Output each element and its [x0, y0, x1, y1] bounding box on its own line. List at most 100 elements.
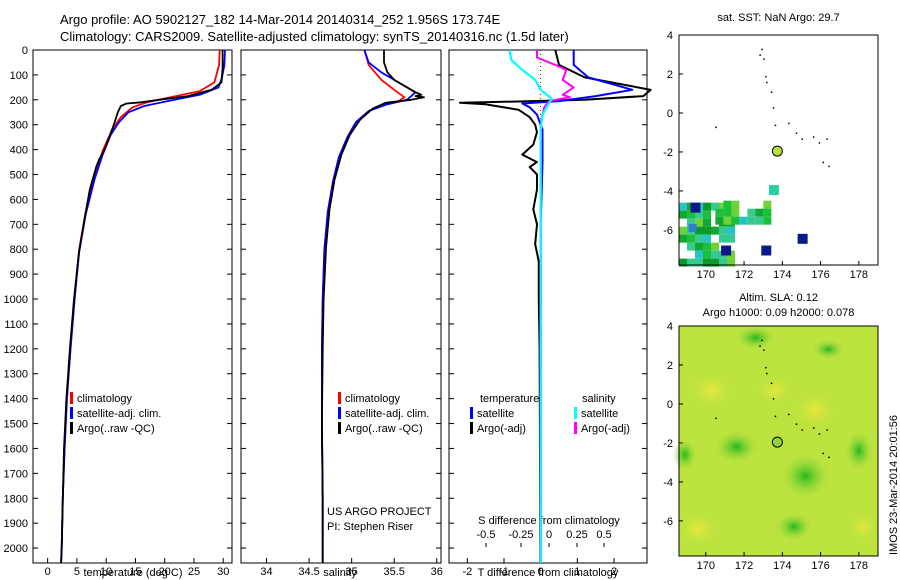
y-tick-label: 1500	[4, 419, 28, 431]
x-tick-label: 178	[850, 269, 868, 281]
temperature-legend: climatology satellite-adj. clim. Argo(..ra…	[70, 392, 161, 435]
sst-pixel	[763, 216, 772, 225]
island-dot	[766, 81, 768, 84]
sla-low-patch	[735, 325, 776, 350]
sst-pixel-dark	[690, 202, 701, 213]
top-axis-label: S difference from climatology	[478, 515, 620, 527]
x-tick-label: 2	[611, 566, 617, 578]
sst-pixel	[731, 208, 740, 217]
sst-pixel	[703, 210, 711, 219]
sst-pixel	[755, 216, 764, 225]
island-dot	[765, 366, 767, 369]
sst-pixel	[711, 202, 719, 211]
island-dot	[822, 452, 825, 455]
sst-pixel	[739, 216, 748, 225]
island-dot	[715, 126, 717, 129]
x-tick-label: 174	[773, 560, 791, 572]
sst-pixel	[723, 200, 732, 209]
header-line-2: Climatology: CARS2009. Satellite-adjuste…	[60, 29, 569, 44]
y-tick-label: 1300	[4, 369, 28, 381]
credit-text: US ARGO PROJECT	[327, 506, 432, 518]
series-s_satellite	[508, 49, 553, 563]
sla-map: Altim. SLA: 0.12 Argo h1000: 0.09 h2000: …	[663, 292, 879, 572]
y-tick-label: 0	[22, 45, 28, 57]
sla-low-patch	[781, 454, 830, 499]
profile-panel-3: -2 -1 0 1 2 -0.5 -0.25 0 0.25 0.5 S difference fro…	[448, 49, 652, 579]
sla-high-patch	[794, 391, 835, 428]
sst-pixel	[679, 226, 687, 235]
sla-low-patch	[714, 430, 759, 463]
island-dot	[770, 91, 773, 94]
sst-pixel	[688, 224, 697, 233]
y-tick-label: 100	[10, 70, 28, 82]
island-dot	[763, 58, 765, 60]
y-tick-label: 4	[667, 321, 673, 333]
sst-pixel	[703, 202, 711, 211]
legend-label: satellite	[581, 408, 618, 420]
island-dot	[788, 122, 790, 125]
y-tick-label: 900	[10, 269, 28, 281]
island-dot	[766, 372, 768, 375]
y-tick-label: -2	[663, 147, 673, 159]
sst-pixel	[695, 242, 703, 251]
x-tick-label: 35.5	[383, 566, 404, 578]
argo-float-marker	[771, 436, 783, 448]
x-tick-label: -1	[499, 566, 509, 578]
sst-pixel	[727, 258, 735, 267]
sst-pixel	[687, 234, 695, 243]
island-dot	[795, 132, 798, 134]
island-dot	[772, 107, 775, 109]
island-dot	[761, 48, 763, 51]
sst-pixel-dark	[761, 245, 772, 256]
difference-legend: temperature salinity satellite satellite Arg…	[470, 393, 630, 435]
sst-pixel	[703, 242, 711, 251]
map-title-line1: Altim. SLA: 0.12	[739, 292, 818, 304]
island-dot	[812, 136, 815, 138]
sst-pixel	[679, 234, 687, 243]
sst-pixel	[703, 258, 711, 267]
sst-pixel	[763, 200, 772, 209]
sst-pixel	[695, 226, 703, 235]
sst-pixel	[687, 242, 695, 251]
map-frame	[678, 34, 879, 266]
legend-swatch	[574, 422, 577, 434]
sst-pixel-dark	[797, 233, 808, 244]
sst-pixel	[679, 210, 687, 219]
imos-timestamp: IMOS 23-Mar-2014 20:01:56	[888, 415, 900, 555]
sst-pixel	[711, 226, 719, 235]
sst-pixel	[727, 234, 735, 243]
x-tick-label: 170	[697, 560, 715, 572]
sst-pixel	[715, 208, 724, 217]
y-tick-label: 1800	[4, 493, 28, 505]
island-dot	[826, 429, 828, 431]
y-tick-label: 500	[10, 170, 28, 182]
x-tick-label: 176	[811, 560, 829, 572]
x-axis-label: temperature (deg C)	[83, 567, 182, 579]
sst-pixel	[768, 185, 779, 196]
y-tick-label: -6	[663, 516, 673, 528]
x-tick-label: 25	[188, 566, 200, 578]
sst-pixel	[715, 216, 724, 225]
sst-pixel	[719, 258, 727, 267]
x-tick-label: 172	[735, 560, 753, 572]
x-tick-label: 1	[574, 566, 580, 578]
y-tick-label: -2	[663, 438, 673, 450]
map-frame	[678, 325, 879, 557]
y-tick-label: 2000	[4, 543, 28, 555]
sla-low-patch	[844, 430, 873, 471]
sst-pixel	[731, 200, 740, 209]
sst-pixel	[719, 234, 727, 243]
sst-pixel	[703, 218, 711, 227]
x-tick-label: -2	[462, 566, 472, 578]
legend-label: salinity	[582, 393, 616, 405]
sla-high-patch	[689, 374, 734, 407]
sst-pixel	[755, 208, 764, 217]
credit-text: PI: Stephen Riser	[327, 521, 414, 533]
x-tick-label: 5	[74, 566, 80, 578]
legend-swatch	[470, 407, 473, 419]
series-argo	[320, 50, 425, 563]
sst-pixel	[695, 258, 703, 267]
y-tick-label: 0	[667, 399, 673, 411]
y-tick-label: 1900	[4, 518, 28, 530]
